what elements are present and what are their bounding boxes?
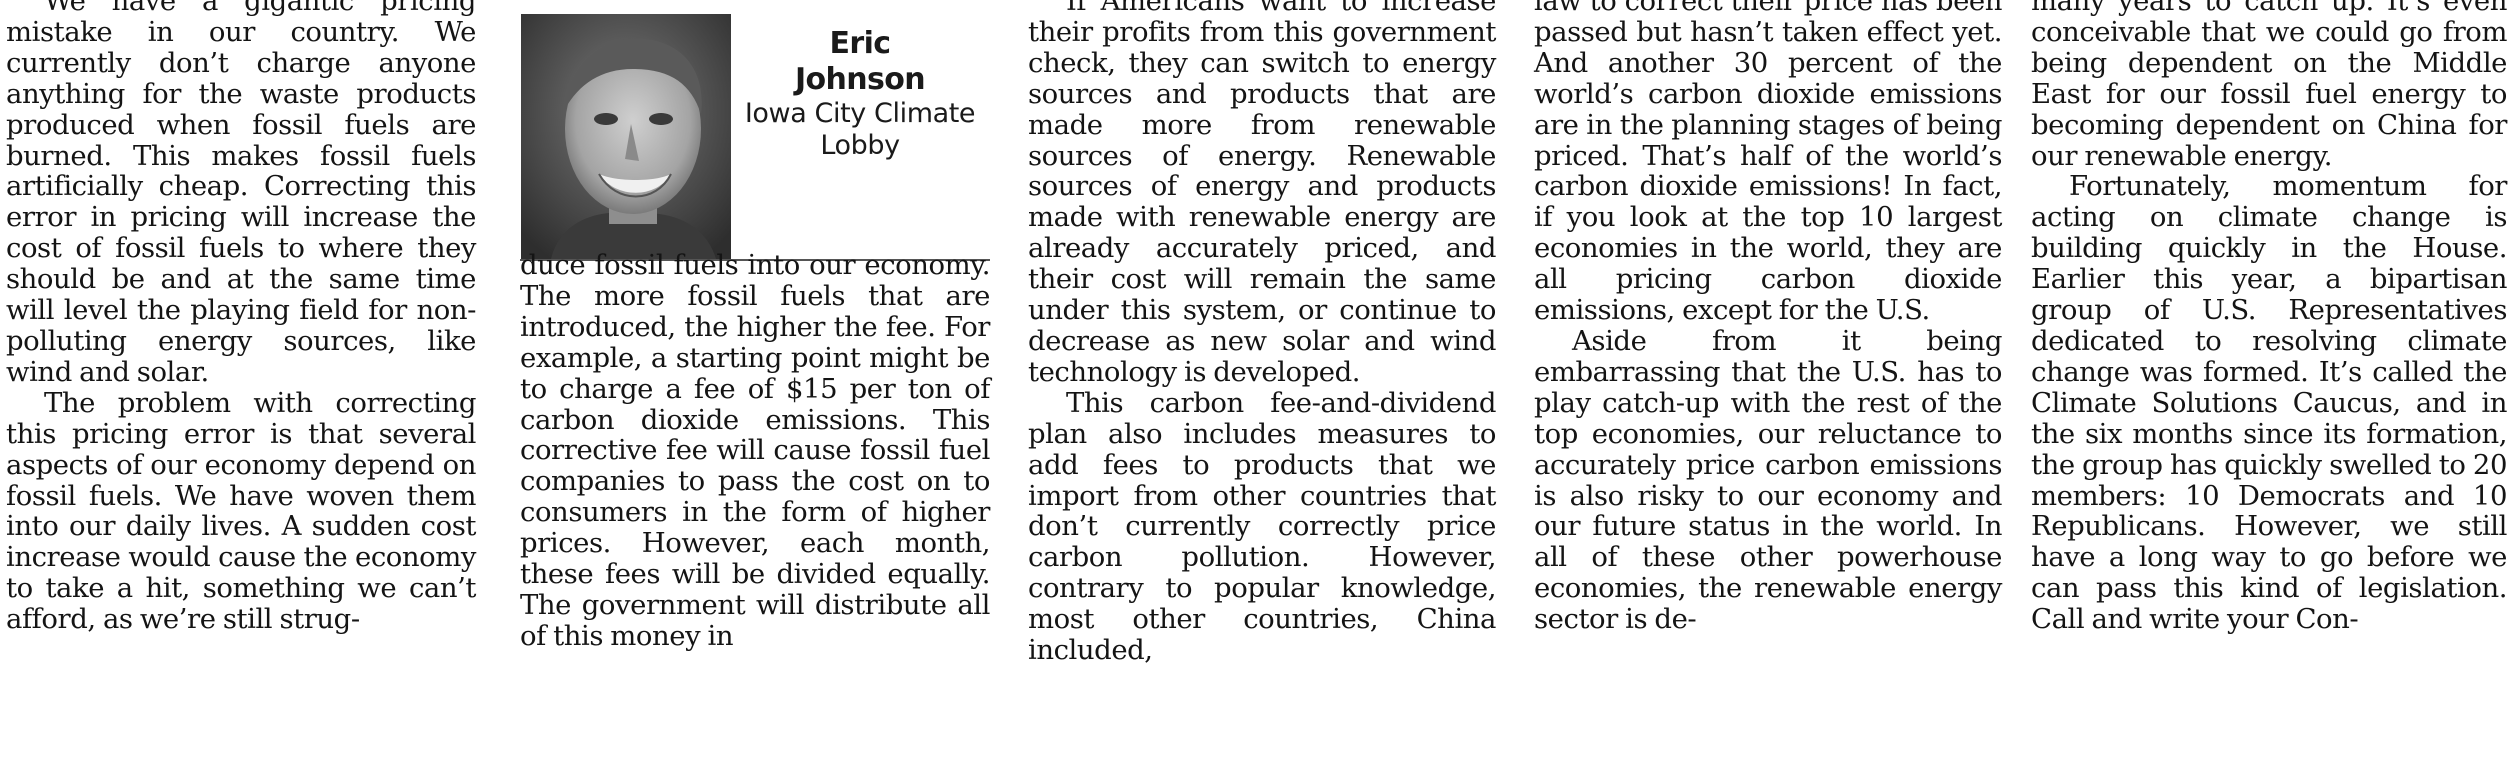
author-affiliation-line-1: Iowa City Climate <box>744 98 976 129</box>
byline-divider <box>520 259 990 261</box>
paragraph: The problem with correcting this pricing… <box>6 386 476 636</box>
author-photo <box>521 14 731 259</box>
author-byline: Eric Johnson Iowa City Climate Lobby <box>520 0 990 262</box>
paragraph: Fortunately, momentum for acting on clim… <box>2031 170 2507 636</box>
paragraph: If Americans want to increase their prof… <box>1028 0 1496 388</box>
paragraph: duce fossil fuels into our economy. The … <box>520 249 990 652</box>
author-name-line-2: Johnson <box>794 62 926 97</box>
author-affiliation-line-2: Lobby <box>820 130 900 161</box>
article-column-4: law to correct their price has been pass… <box>1534 0 2002 635</box>
paragraph: law to correct their price has been pass… <box>1534 0 2002 327</box>
article-column-5: many years to catch up. It’s even concei… <box>2031 0 2507 635</box>
paragraph: many years to catch up. It’s even concei… <box>2031 0 2507 172</box>
paragraph: We have a gigantic pricing mistake in ou… <box>6 0 476 388</box>
paragraph: This carbon fee-and-dividend plan also i… <box>1028 386 1496 667</box>
article-column-2: duce fossil fuels into our economy. The … <box>520 250 990 652</box>
article-column-1: We have a gigantic pricing mistake in ou… <box>6 0 476 635</box>
author-name-line-1: Eric <box>829 26 892 61</box>
paragraph: Aside from it being embarrassing that th… <box>1534 324 2002 636</box>
article-column-3: If Americans want to increase their prof… <box>1028 0 1496 666</box>
byline-text: Eric Johnson Iowa City Climate Lobby <box>730 26 990 162</box>
